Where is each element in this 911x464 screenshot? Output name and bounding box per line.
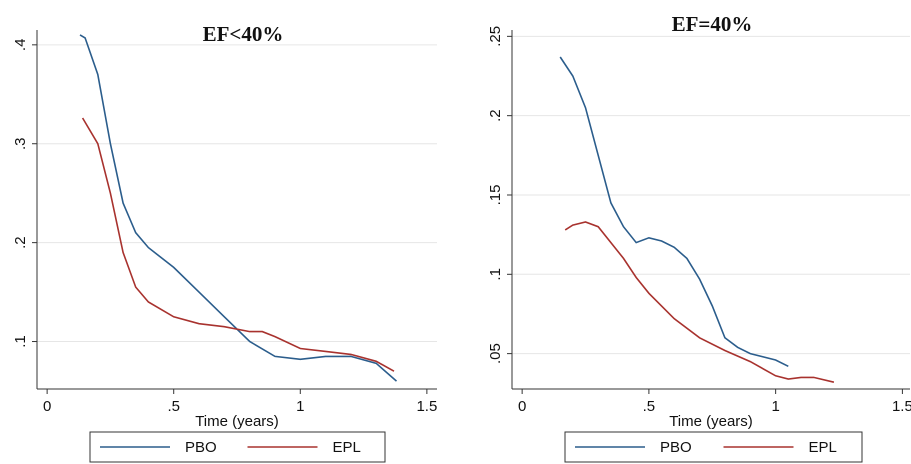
y-tick-label: .3 — [12, 137, 29, 150]
legend-label: PBO — [660, 439, 692, 456]
legend — [89, 431, 386, 463]
x-tick-label: 0 — [518, 398, 526, 415]
line-series — [81, 117, 395, 372]
x-tick-label: 1.5 — [416, 398, 437, 415]
y-tick-label: .4 — [12, 39, 29, 52]
y-tick-label: .2 — [487, 109, 504, 122]
chart-title: EF<40% — [203, 22, 284, 46]
y-tick-label: .15 — [487, 185, 504, 206]
x-axis-label: Time (years) — [195, 413, 279, 430]
line-series — [564, 221, 835, 383]
x-tick-label: 0 — [43, 398, 51, 415]
line-series — [79, 34, 398, 382]
y-tick-label: .1 — [12, 335, 29, 348]
legend-label: EPL — [809, 439, 837, 456]
x-tick-label: 1.5 — [892, 398, 911, 415]
y-tick-label: .05 — [487, 343, 504, 364]
legend-label: PBO — [185, 439, 217, 456]
legend — [564, 431, 863, 463]
y-tick-label: .2 — [12, 236, 29, 249]
x-axis-label: Time (years) — [669, 413, 753, 430]
x-tick-label: 1 — [296, 398, 304, 415]
x-tick-label: .5 — [167, 398, 180, 415]
y-tick-label: .1 — [487, 268, 504, 281]
chart-title: EF=40% — [672, 12, 753, 36]
legend-label: EPL — [333, 439, 361, 456]
x-tick-label: .5 — [643, 398, 656, 415]
y-tick-label: .25 — [487, 26, 504, 47]
line-series — [559, 56, 789, 368]
x-tick-label: 1 — [771, 398, 779, 415]
